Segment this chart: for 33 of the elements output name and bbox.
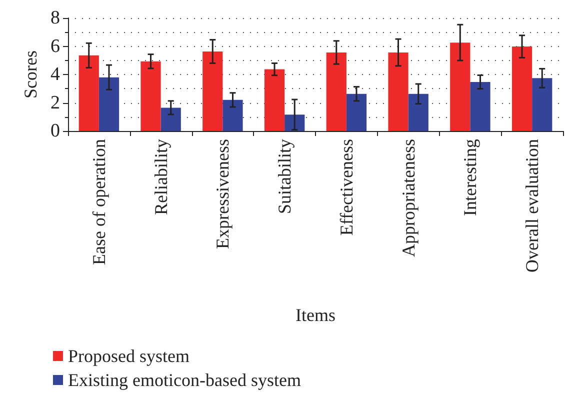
bar — [160, 108, 181, 131]
bar — [78, 55, 99, 131]
bar — [98, 77, 120, 131]
x-tick-label: Expressiveness — [212, 139, 233, 249]
legend-label: Proposed system — [68, 346, 190, 366]
y-tick-label: 2 — [50, 92, 60, 114]
bar — [450, 42, 470, 131]
x-tick-label: Interesting — [460, 139, 480, 216]
y-tick-label: 6 — [50, 36, 60, 57]
y-tick-label: 0 — [50, 120, 60, 142]
bar — [222, 100, 243, 131]
bar — [202, 51, 223, 131]
bar — [512, 46, 532, 131]
bar — [284, 114, 305, 131]
bar — [532, 78, 552, 131]
x-tick-label: Effectiveness — [336, 139, 356, 236]
y-tick-label: 8 — [50, 8, 60, 28]
bar — [140, 61, 161, 131]
x-tick-label: Appropriateness — [398, 139, 418, 257]
x-tick-label: Suitability — [274, 139, 295, 214]
y-tick-label: 4 — [50, 64, 60, 85]
bar — [408, 94, 428, 131]
bar — [326, 52, 346, 131]
bar — [470, 82, 490, 131]
bar — [388, 52, 408, 131]
bar — [264, 69, 285, 131]
bar — [346, 94, 367, 131]
x-tick-label: Reliability — [150, 139, 171, 215]
x-tick-label: Ease of operation — [88, 139, 109, 265]
legend-label: Existing emoticon-based system — [68, 370, 301, 390]
x-axis-title: Items — [296, 305, 336, 325]
x-tick-label: Overall evaluation — [522, 139, 542, 272]
y-axis-title: Scores — [20, 50, 41, 98]
